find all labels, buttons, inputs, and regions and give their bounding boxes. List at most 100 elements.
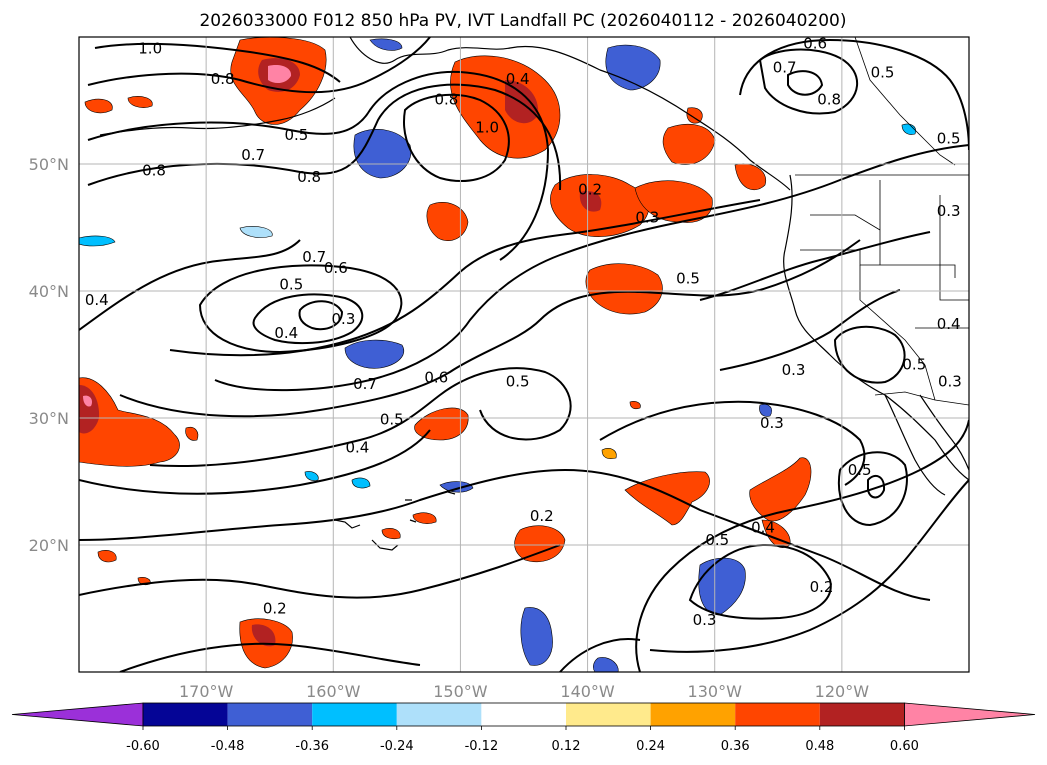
contour-line-13 [79, 429, 431, 495]
contour-label: 0.5 [871, 64, 895, 82]
contour-line-5 [403, 93, 510, 182]
contour-label: 0.6 [803, 34, 827, 52]
colorbar-segment [227, 703, 313, 726]
pv-neg-blob-3 [698, 557, 746, 616]
pv-neg-blob-7 [369, 38, 403, 51]
coastlines [99, 37, 969, 551]
contour-label: 0.5 [937, 130, 961, 148]
contour-label: 0.3 [782, 361, 806, 379]
pv-blob-small-3 [97, 550, 117, 563]
border-ca-nv [859, 265, 926, 366]
contour-label: 0.3 [937, 202, 961, 220]
contour-line-19 [837, 451, 908, 527]
border-oregon-california [800, 249, 915, 266]
contour-label: 0.4 [274, 324, 298, 342]
border-alaska-canada [854, 37, 956, 166]
pv-neg-blob-2 [344, 339, 404, 369]
colorbar-tick-label: -0.12 [465, 739, 499, 754]
contour-label: 0.3 [760, 414, 784, 432]
contour-label: 0.5 [380, 410, 404, 428]
lat-tick-label: 50°N [29, 155, 69, 174]
pv-blob-east-25n-2 [749, 457, 812, 522]
contour-label: 0.5 [279, 276, 303, 294]
contour-label: 0.2 [578, 180, 602, 198]
pv-blob-small-8 [629, 401, 641, 410]
coastline-gulf-california [919, 394, 969, 471]
coastline-baja [884, 394, 946, 496]
colorbar-segment [819, 703, 905, 726]
border-nevada-utah [939, 195, 969, 301]
contour-line-12 [149, 367, 572, 467]
contour-label: 0.5 [848, 461, 872, 479]
contour-line-9 [214, 144, 969, 392]
lon-tick-label: 170°W [179, 682, 234, 701]
colorbar-tick-label: -0.60 [126, 739, 160, 754]
contour-line-26 [719, 289, 901, 371]
contour-label: 0.4 [506, 70, 530, 88]
lon-tick-label: 140°W [560, 682, 615, 701]
pv-blob-small-6 [601, 448, 617, 460]
figure-title: 2026033000 F012 850 hPa PV, IVT Landfall… [199, 11, 846, 31]
contour-label: 0.4 [346, 438, 370, 456]
pv-neg-blob-10 [79, 235, 116, 247]
contour-line-2 [87, 37, 431, 94]
pv-blob-sw-13n-core [251, 624, 276, 647]
contour-line-6 [198, 264, 403, 354]
contour-label: 0.7 [353, 375, 377, 393]
contour-line-27 [599, 400, 866, 486]
contour-label: 0.2 [810, 578, 834, 596]
pv-neg-blob-4 [520, 607, 553, 666]
colorbar-extend-high [904, 702, 1036, 727]
contour-line-25 [699, 231, 931, 301]
colorbar-segment [735, 703, 820, 726]
contour-labels: 1.00.80.50.70.8 0.80.81.00.40.60.70.80.50… [85, 34, 962, 629]
colorbar-tick-label: -0.48 [211, 739, 245, 754]
pv-blob-west-45n [426, 202, 469, 242]
contour-label: 0.4 [937, 315, 961, 333]
contour-label: 0.3 [693, 611, 717, 629]
colorbar-segment [396, 703, 482, 726]
colorbar-segment [650, 703, 736, 726]
contour-label: 0.3 [332, 310, 356, 328]
pv-blob-west-edge-30n-peak [83, 395, 93, 407]
contour-label: 0.5 [506, 372, 530, 390]
pv-blob-aleutian-west-peak [268, 65, 292, 84]
contour-line-28 [649, 479, 969, 653]
contour-line-1 [94, 42, 341, 83]
lat-tick-label: 20°N [29, 536, 69, 555]
contour-line-14 [79, 468, 931, 601]
lat-tick-label: 30°N [29, 409, 69, 428]
border-wa-or [810, 214, 881, 231]
lat-tick-label: 40°N [29, 282, 69, 301]
colorbar-segment [312, 703, 397, 726]
colorbar-segment [566, 703, 651, 726]
lon-tick-label: 160°W [306, 682, 361, 701]
contour-label: 1.0 [475, 118, 499, 136]
contour-line-24 [739, 38, 969, 151]
contour-label: 0.5 [284, 126, 308, 144]
colorbar: -0.60 -0.48 -0.36 -0.24 -0.12 0.12 0.24 0.36 0.4… [11, 702, 1036, 754]
contour-line-30 [79, 239, 301, 331]
contour-label: 0.6 [424, 368, 448, 386]
pv-neg-blob-9 [351, 477, 371, 489]
contour-line-20 [867, 474, 886, 499]
map-panel: 1.00.80.50.70.8 0.80.81.00.40.60.70.80.50… [79, 34, 969, 672]
colorbar-extend-low [11, 702, 144, 727]
contour-label: 0.2 [530, 507, 554, 525]
contour-line-23 [787, 70, 824, 96]
contour-line-15 [79, 544, 561, 599]
colorbar-segment [481, 703, 566, 726]
contour-line-29 [559, 638, 641, 672]
colorbar-outline [142, 702, 905, 727]
contour-line-16 [119, 642, 421, 672]
contour-line-8 [298, 300, 344, 331]
lon-tick-label: 150°W [433, 682, 488, 701]
pv-blob-ne-pac-1-core [579, 190, 602, 212]
pv-blob-bc-coast [662, 124, 716, 166]
coastline-hawaii [334, 519, 399, 551]
contour-label: 0.5 [705, 531, 729, 549]
contour-label: 0.8 [435, 90, 459, 108]
border-mexico [874, 391, 969, 406]
pv-blob-gulf-alaska-core [505, 80, 539, 124]
